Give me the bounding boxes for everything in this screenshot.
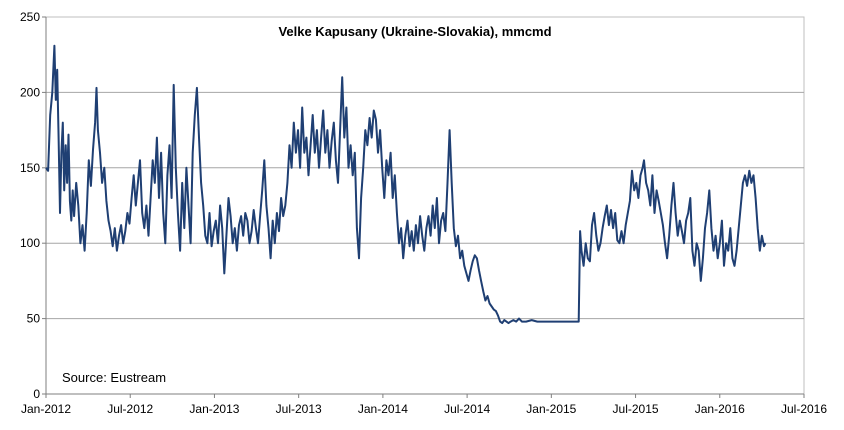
source-note: Source: Eustream <box>62 370 166 385</box>
x-tick-label: Jul-2015 <box>613 402 659 416</box>
chart-title: Velke Kapusany (Ukraine-Slovakia), mmcmd <box>278 24 551 39</box>
x-tick-label: Jan-2016 <box>695 402 745 416</box>
y-tick-label: 250 <box>20 10 40 24</box>
y-tick-label: 100 <box>20 236 40 250</box>
x-tick-label: Jan-2014 <box>358 402 408 416</box>
y-tick-label: 50 <box>27 312 41 326</box>
x-tick-label: Jan-2012 <box>21 402 71 416</box>
y-tick-label: 200 <box>20 85 40 99</box>
y-tick-label: 0 <box>33 387 40 401</box>
x-tick-label: Jul-2014 <box>444 402 490 416</box>
y-tick-label: 150 <box>20 161 40 175</box>
series-layer <box>45 44 767 325</box>
x-tick-label: Jan-2013 <box>189 402 239 416</box>
x-tick-label: Jul-2012 <box>107 402 153 416</box>
axes: 0 50 100 150 200 250 Jan-2012 Jul-2012 Jan-2013 J… <box>20 10 827 416</box>
x-tick-label: Jul-2016 <box>781 402 827 416</box>
series-line-flow <box>45 44 767 325</box>
x-tick-label: Jul-2013 <box>276 402 322 416</box>
x-tick-label: Jan-2015 <box>526 402 576 416</box>
